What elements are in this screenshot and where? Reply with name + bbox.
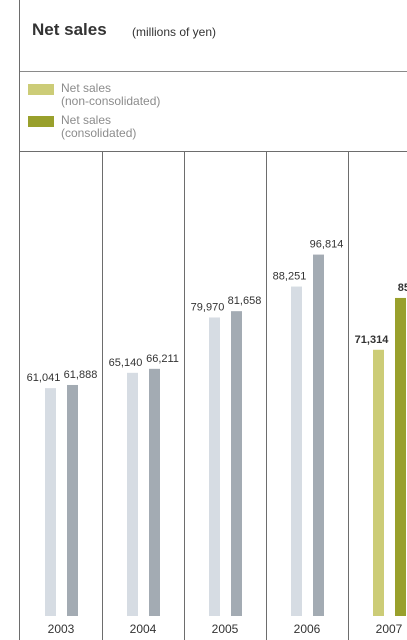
legend-swatch-consolidated [28, 116, 54, 127]
data-label-2003-consolidated: 61,888 [64, 369, 98, 381]
legend-label-line1: Net sales [61, 113, 112, 127]
x-tick-label-2003: 2003 [48, 622, 75, 636]
data-label-2003-non-consolidated: 61,041 [27, 372, 61, 384]
data-label-2005-non-consolidated: 79,970 [191, 301, 225, 313]
x-tick-label-2007: 2007 [376, 622, 403, 636]
data-label-2007-consolidated: 85,2 [398, 282, 407, 294]
chart-frame: Net sales (millions of yen) Net sales (n… [19, 0, 407, 640]
x-tick-label-2005: 2005 [212, 622, 239, 636]
bar-2003-consolidated [67, 384, 78, 616]
data-label-2006-consolidated: 96,814 [310, 239, 344, 251]
legend-label-line1: Net sales [61, 81, 112, 95]
chart-title: Net sales [32, 20, 107, 39]
chart-unit-label: (millions of yen) [132, 25, 217, 39]
x-tick-label-2006: 2006 [294, 622, 321, 636]
chart-legend: Net sales (non-consolidated) Net sales (… [20, 72, 407, 152]
bar-2004-consolidated [149, 368, 160, 616]
legend-label-consolidated: Net sales (consolidated) [61, 114, 136, 140]
bar-2007-non-consolidated [373, 349, 384, 616]
chart-header: Net sales (millions of yen) [20, 0, 407, 72]
data-label-2004-consolidated: 66,211 [146, 353, 179, 365]
data-label-2006-non-consolidated: 88,251 [273, 271, 307, 283]
bar-2007-consolidated [395, 297, 406, 616]
x-tick-label-2004: 2004 [130, 622, 157, 636]
bar-2005-consolidated [231, 311, 242, 616]
bar-2006-consolidated [313, 254, 324, 617]
bar-2003-non-consolidated [45, 388, 56, 616]
bar-2006-non-consolidated [291, 286, 302, 616]
legend-label-line2: (non-consolidated) [61, 94, 161, 108]
bar-2005-non-consolidated [209, 317, 220, 616]
legend-label-line2: (consolidated) [61, 126, 137, 140]
bar-2004-non-consolidated [127, 372, 138, 616]
data-label-2004-non-consolidated: 65,140 [109, 357, 143, 369]
data-label-2007-non-consolidated: 71,314 [355, 334, 390, 346]
legend-swatch-non-consolidated [28, 84, 54, 95]
legend-label-non-consolidated: Net sales (non-consolidated) [61, 82, 160, 108]
data-label-2005-consolidated: 81,658 [228, 295, 262, 307]
